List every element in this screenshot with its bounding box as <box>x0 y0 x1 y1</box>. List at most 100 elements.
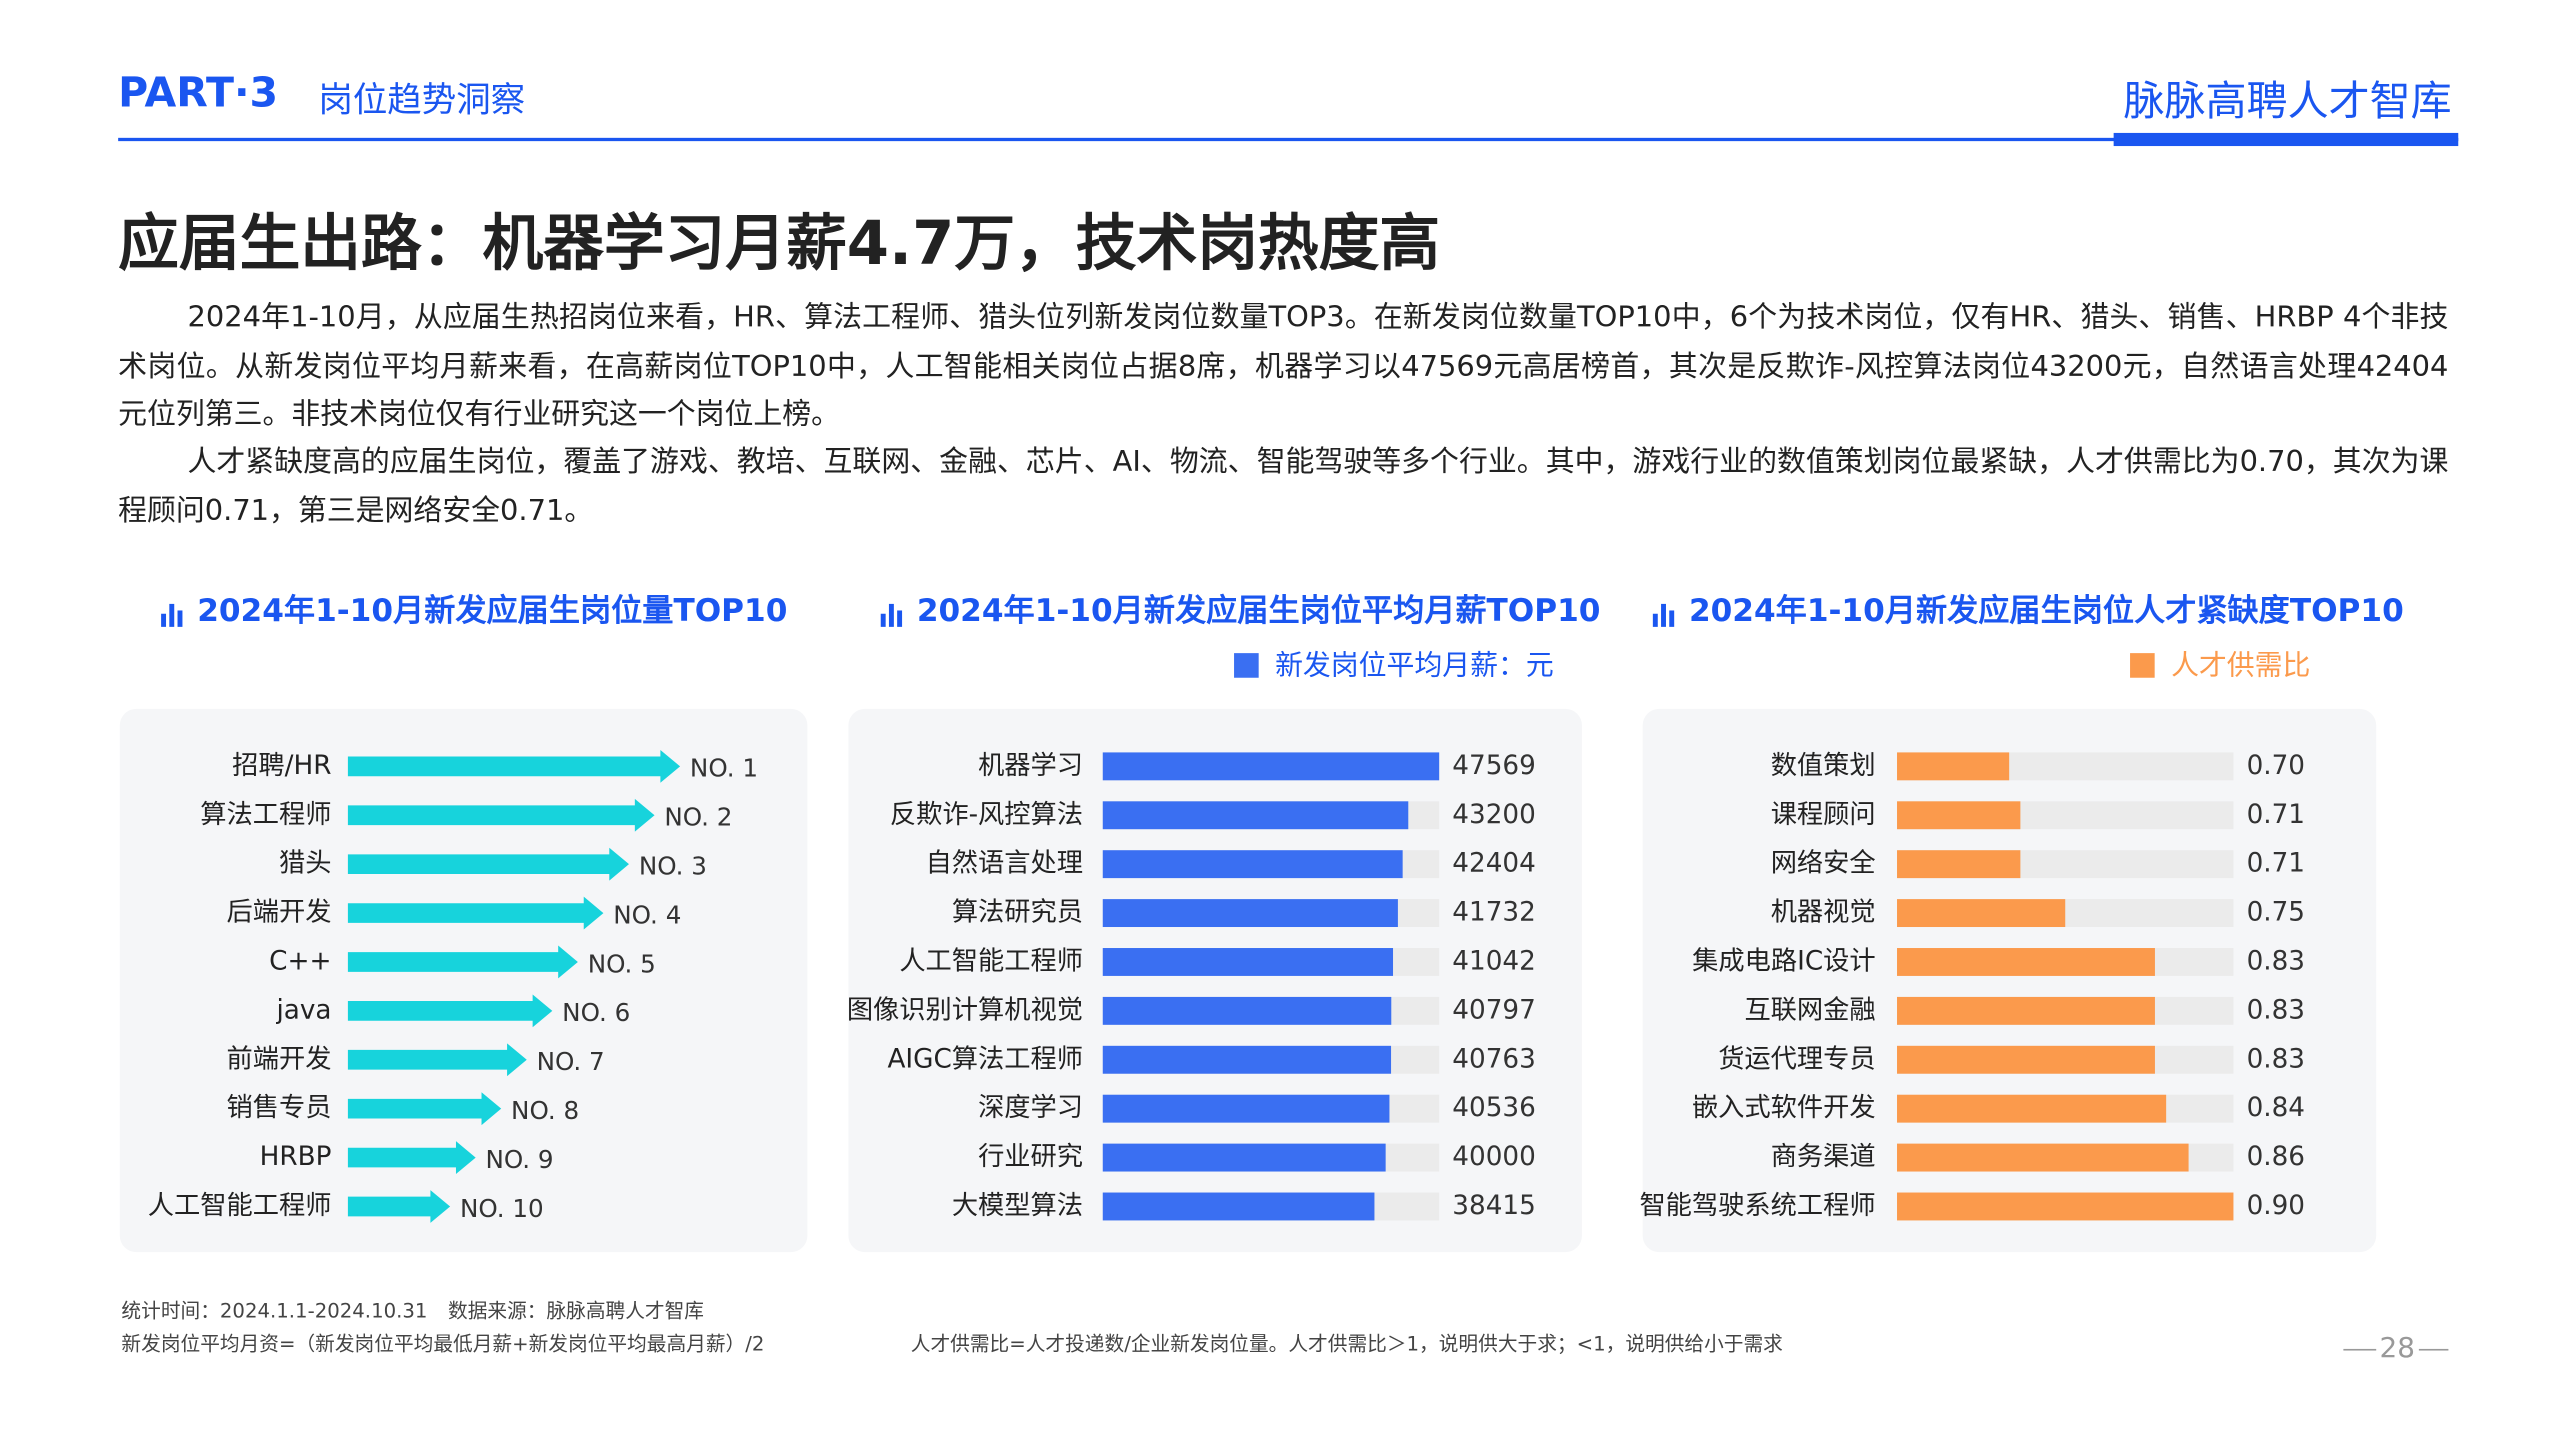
rank-arrow <box>347 1043 527 1077</box>
category-label: 行业研究 <box>978 1142 1083 1172</box>
value-label: 41732 <box>1452 898 1536 928</box>
footnote: 数据来源：脉脉高聘人才智库 <box>448 1299 705 1323</box>
category-label: C++ <box>269 946 331 976</box>
bar <box>1102 996 1392 1025</box>
value-label: NO. 3 <box>639 851 707 880</box>
bar <box>1897 752 2010 781</box>
bar <box>1102 801 1409 830</box>
title-icon <box>888 603 894 627</box>
value-label: 0.70 <box>2247 751 2305 781</box>
value-label: 42404 <box>1452 849 1536 879</box>
bar <box>1102 752 1440 781</box>
value-label: 40536 <box>1452 1093 1536 1123</box>
value-label: 43200 <box>1452 800 1536 830</box>
category-label: 商务渠道 <box>1771 1142 1876 1172</box>
dash <box>2343 1348 2377 1351</box>
category-label: AIGC算法工程师 <box>887 1044 1083 1074</box>
category-label: 后端开发 <box>226 898 331 928</box>
footnote: 统计时间：2024.1.1-2024.10.31 <box>121 1299 428 1323</box>
bar <box>1897 1045 2155 1074</box>
value-label: 40000 <box>1452 1142 1536 1172</box>
category-label: 算法研究员 <box>952 898 1083 928</box>
value-label: 0.86 <box>2247 1142 2305 1172</box>
value-label: NO. 1 <box>690 754 758 783</box>
value-label: 0.75 <box>2247 898 2305 928</box>
paragraph: 2024年1-10月，从应届生热招岗位来看，HR、算法工程师、猎头位列新发岗位数… <box>118 301 2449 432</box>
bar <box>1102 1192 1375 1221</box>
footnote: 人才供需比=人才投递数/企业新发岗位量。人才供需比＞1，说明供大于求；<1，说明… <box>910 1332 1783 1356</box>
category-label: 集成电路IC设计 <box>1692 946 1876 976</box>
title-icon <box>161 613 167 627</box>
category-label: 猎头 <box>279 849 332 879</box>
bar <box>1897 899 2066 928</box>
title-icon <box>897 610 903 627</box>
rank-arrow <box>347 798 655 832</box>
legend-label: 新发岗位平均月薪：元 <box>1275 648 1554 681</box>
rank-arrow <box>347 847 629 881</box>
value-label: NO. 2 <box>664 803 732 832</box>
value-label: 0.90 <box>2247 1191 2305 1221</box>
value-label: 0.71 <box>2247 849 2305 879</box>
value-label: NO. 4 <box>613 900 681 929</box>
page-number: 28 <box>2379 1332 2416 1366</box>
value-label: 40763 <box>1452 1044 1536 1074</box>
bar <box>1897 996 2155 1025</box>
legend-label: 人才供需比 <box>2171 648 2310 681</box>
rank-arrow <box>347 1190 451 1223</box>
title-icon <box>880 613 886 627</box>
legend-swatch <box>2130 653 2155 678</box>
category-label: 数值策划 <box>1771 751 1876 781</box>
value-label: NO. 5 <box>588 949 656 978</box>
value-label: 0.83 <box>2247 1044 2305 1074</box>
part-label: PART·3 <box>118 68 279 117</box>
title-icon <box>169 603 175 627</box>
value-label: NO. 7 <box>537 1047 605 1076</box>
value-label: 41042 <box>1452 946 1536 976</box>
brand: 脉脉高聘人才智库 <box>2123 77 2452 125</box>
chart-title: 2024年1-10月新发应届生岗位平均月薪TOP10 <box>917 593 1601 629</box>
category-label: 自然语言处理 <box>926 849 1084 879</box>
bar <box>1102 1045 1392 1074</box>
title-icon <box>177 610 183 627</box>
bar <box>1897 948 2155 976</box>
bar <box>1102 899 1398 928</box>
title-icon <box>1661 603 1666 627</box>
rank-arrow <box>347 945 578 979</box>
footnote: 新发岗位平均月资=（新发岗位平均最低月薪+新发岗位平均最高月薪）/2 <box>121 1332 765 1356</box>
value-label: 0.83 <box>2247 995 2305 1025</box>
chart-title: 2024年1-10月新发应届生岗位人才紧缺度TOP10 <box>1689 593 2404 629</box>
value-label: 0.71 <box>2247 800 2305 830</box>
category-label: 课程顾问 <box>1771 800 1876 830</box>
bar <box>1102 1094 1390 1123</box>
category-label: 嵌入式软件开发 <box>1692 1093 1876 1123</box>
paragraph: 人才紧缺度高的应届生岗位，覆盖了游戏、教培、互联网、金融、芯片、AI、物流、智能… <box>118 446 2449 528</box>
rank-arrow <box>347 896 604 930</box>
value-label: 47569 <box>1452 751 1536 781</box>
bar <box>1897 1192 2234 1221</box>
panel <box>119 708 808 1253</box>
category-label: 前端开发 <box>226 1044 331 1074</box>
category-label: 销售专员 <box>226 1093 331 1123</box>
category-label: 智能驾驶系统工程师 <box>1639 1191 1875 1221</box>
value-label: 40797 <box>1452 995 1536 1025</box>
category-label: 人工智能工程师 <box>148 1191 332 1221</box>
rank-arrow <box>347 1141 476 1174</box>
category-label: 网络安全 <box>1771 849 1876 879</box>
bar <box>1897 1143 2189 1172</box>
bar <box>1897 850 2021 879</box>
bar <box>1897 1094 2167 1123</box>
header-block <box>2113 132 2459 147</box>
rank-arrow <box>347 1092 502 1126</box>
title-icon <box>1652 613 1658 627</box>
page-title: 应届生出路：机器学习月薪4.7万，技术岗热度高 <box>118 208 1441 279</box>
bar <box>1102 948 1394 976</box>
bar <box>1897 801 2021 830</box>
category-label: 人工智能工程师 <box>899 946 1083 976</box>
category-label: 机器学习 <box>978 751 1083 781</box>
category-label: 图像识别计算机视觉 <box>847 995 1083 1025</box>
category-label: HRBP <box>260 1142 332 1172</box>
value-label: 38415 <box>1452 1191 1536 1221</box>
value-label: NO. 6 <box>562 998 630 1027</box>
